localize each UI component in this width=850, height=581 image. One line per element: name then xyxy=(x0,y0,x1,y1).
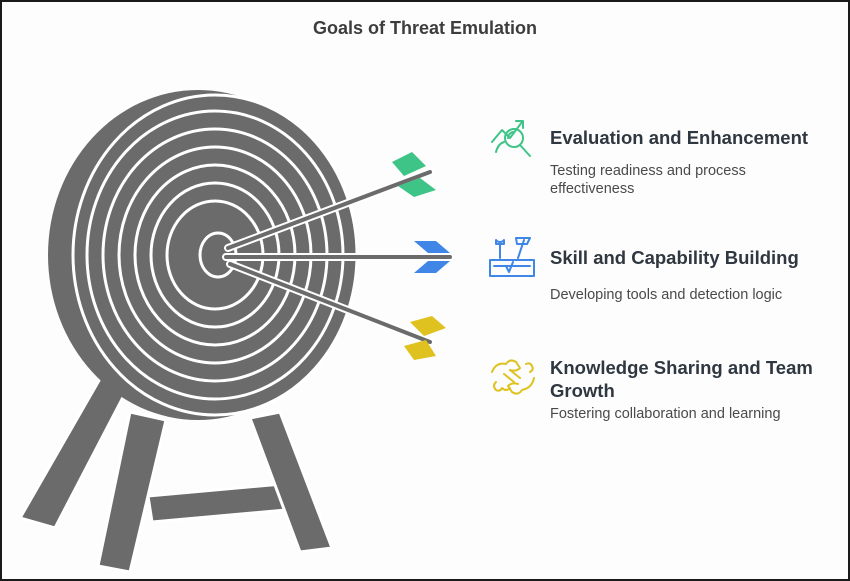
arrow-blue-fletching-top xyxy=(414,241,450,253)
goal-heading: Evaluation and Enhancement xyxy=(550,127,809,148)
toolbox-icon xyxy=(489,237,535,277)
arrow-blue-fletching-bottom xyxy=(414,261,450,273)
stand-crossbar xyxy=(146,482,288,524)
arrow-yellow xyxy=(226,260,446,360)
growth-chart-magnifier-icon xyxy=(491,120,531,157)
goal-heading: Knowledge Sharing and Team Growth xyxy=(550,357,813,401)
archery-target xyxy=(48,90,359,420)
page-title: Goals of Threat Emulation xyxy=(312,18,538,38)
goal-description: Fostering collaboration and learning xyxy=(550,406,781,422)
stand-leg-center xyxy=(96,410,168,574)
stand-leg-right xyxy=(247,410,335,554)
target-stand xyxy=(17,368,335,574)
goal-description: Testing readiness and process effectiven… xyxy=(550,163,746,197)
handshake-puzzle-icon xyxy=(491,359,535,395)
arrow-yellow-fletching-top xyxy=(410,316,446,336)
goal-heading: Skill and Capability Building xyxy=(550,247,799,268)
arrow-blue xyxy=(222,241,454,273)
goal-description: Developing tools and detection logic xyxy=(550,287,783,303)
arrow-green xyxy=(224,152,436,252)
arrow-yellow-fletching-bottom xyxy=(404,340,436,360)
arrow-green-fletching-bottom xyxy=(398,178,436,197)
arrow-green-fletching-top xyxy=(392,152,426,176)
